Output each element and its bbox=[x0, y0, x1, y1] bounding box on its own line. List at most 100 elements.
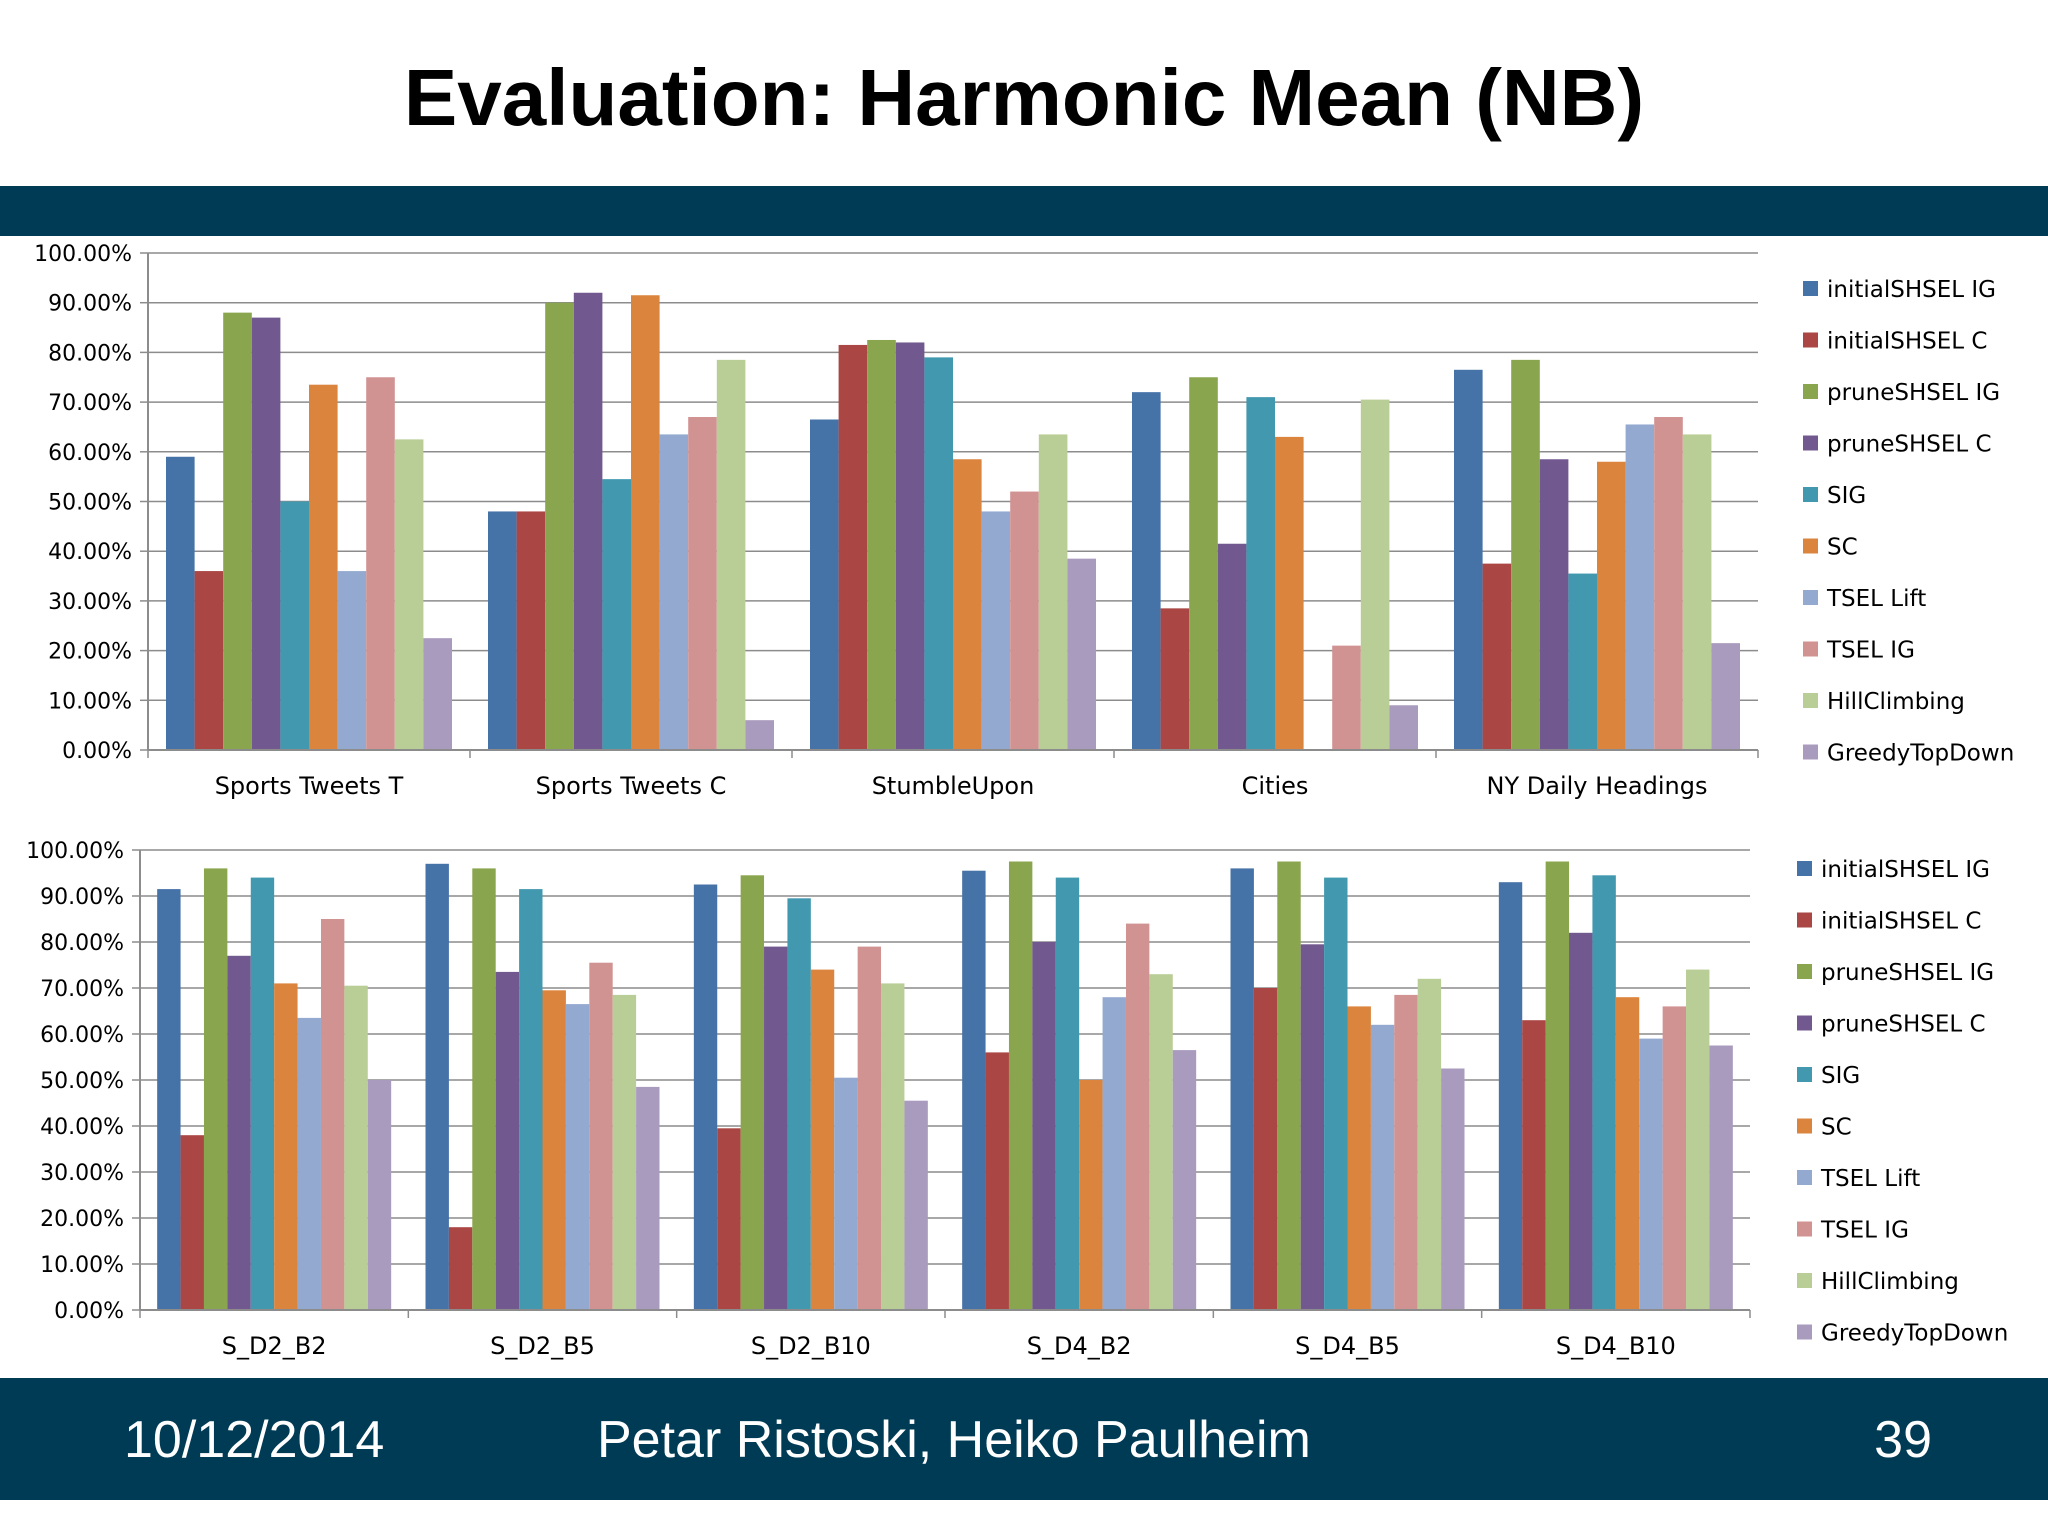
bar bbox=[1568, 573, 1597, 750]
bar bbox=[1682, 434, 1712, 750]
x-tick-label: S_D2_B2 bbox=[222, 1332, 327, 1360]
legend-swatch bbox=[1803, 641, 1818, 657]
bar bbox=[203, 868, 228, 1310]
bar bbox=[1277, 861, 1301, 1310]
y-tick-label: 80.00% bbox=[48, 341, 132, 366]
bar bbox=[1498, 882, 1523, 1310]
y-tick-label: 60.00% bbox=[48, 441, 132, 466]
bar bbox=[985, 1052, 1009, 1310]
legend-swatch bbox=[1803, 332, 1818, 348]
y-tick-label: 50.00% bbox=[40, 1069, 124, 1094]
legend-item: initialSHSEL IG bbox=[1797, 857, 1990, 883]
bar bbox=[274, 983, 298, 1310]
legend-label: TSEL Lift bbox=[1826, 586, 1926, 612]
bar bbox=[717, 1128, 741, 1310]
bar bbox=[631, 295, 660, 750]
bar bbox=[1360, 399, 1390, 750]
bar bbox=[495, 971, 520, 1310]
legend-swatch bbox=[1797, 1221, 1812, 1237]
bar bbox=[366, 377, 395, 750]
bar bbox=[166, 456, 195, 750]
legend-swatch bbox=[1803, 590, 1818, 605]
bar bbox=[337, 571, 367, 750]
bar bbox=[962, 870, 986, 1310]
legend-item: initialSHSEL IG bbox=[1803, 277, 1996, 303]
legend-label: pruneSHSEL C bbox=[1827, 432, 1992, 458]
y-tick-label: 90.00% bbox=[40, 885, 124, 910]
x-tick-label: S_D4_B2 bbox=[1027, 1332, 1132, 1360]
legend-item: initialSHSEL C bbox=[1797, 909, 1981, 935]
plot-area-2: 0.00% 10.00% 20.00% 30.00% 40.00% 50.00% 60.00… bbox=[26, 839, 1751, 1360]
bar bbox=[1709, 1045, 1733, 1310]
bar bbox=[227, 955, 251, 1310]
bar bbox=[1038, 434, 1068, 750]
bar bbox=[904, 1100, 928, 1310]
bar bbox=[1569, 932, 1593, 1310]
x-tick-label: Sports Tweets C bbox=[536, 772, 727, 800]
x-tick-label: S_D4_B5 bbox=[1295, 1332, 1400, 1360]
footer-page-number: 39 bbox=[1874, 1411, 1932, 1469]
bar bbox=[867, 339, 896, 750]
bar bbox=[1686, 969, 1710, 1310]
bar bbox=[953, 459, 982, 750]
bar bbox=[1217, 543, 1247, 750]
bar bbox=[180, 1135, 204, 1310]
bar bbox=[394, 439, 424, 750]
bar bbox=[1032, 942, 1056, 1310]
bar bbox=[573, 292, 603, 750]
legend-label: pruneSHSEL C bbox=[1821, 1012, 1986, 1038]
bar bbox=[309, 384, 338, 750]
bar bbox=[764, 946, 788, 1310]
bar bbox=[745, 720, 774, 750]
legend-label: SIG bbox=[1821, 1063, 1860, 1089]
legend-swatch bbox=[1797, 912, 1812, 928]
legend-item: SIG bbox=[1797, 1063, 1860, 1089]
bar bbox=[1275, 436, 1304, 750]
bar bbox=[589, 962, 613, 1310]
legend-label: TSEL Lift bbox=[1820, 1166, 1920, 1192]
y-tick-label: 30.00% bbox=[40, 1161, 124, 1186]
legend-label: initialSHSEL IG bbox=[1827, 277, 1996, 303]
bar bbox=[250, 877, 275, 1310]
bar bbox=[1230, 868, 1254, 1310]
legend-swatch bbox=[1797, 1170, 1812, 1185]
bar bbox=[423, 638, 452, 750]
bar bbox=[1615, 997, 1640, 1310]
bar bbox=[612, 994, 637, 1310]
y-tick-label: 60.00% bbox=[40, 1023, 124, 1048]
legend-item: initialSHSEL C bbox=[1803, 329, 1987, 355]
x-tick-label: S_D4_B10 bbox=[1556, 1332, 1676, 1360]
bar bbox=[693, 884, 718, 1310]
legend-label: GreedyTopDown bbox=[1821, 1321, 2008, 1347]
bar bbox=[448, 1227, 473, 1310]
legend-item: TSEL Lift bbox=[1797, 1166, 1920, 1192]
bar bbox=[1482, 563, 1512, 750]
bar bbox=[542, 990, 566, 1310]
legend-swatch bbox=[1803, 538, 1818, 554]
y-tick-label: 30.00% bbox=[48, 590, 132, 615]
legend-2: initialSHSEL IG initialSHSEL C pruneSHSEL … bbox=[1797, 857, 2008, 1347]
bar bbox=[1522, 1020, 1546, 1310]
bar bbox=[1055, 877, 1080, 1310]
bar bbox=[1253, 988, 1278, 1310]
legend-label: HillClimbing bbox=[1827, 689, 1965, 715]
legend-item: TSEL Lift bbox=[1803, 586, 1926, 612]
bar bbox=[810, 419, 839, 750]
y-tick-label: 100.00% bbox=[34, 242, 132, 267]
legend-item: GreedyTopDown bbox=[1797, 1321, 2008, 1347]
bar bbox=[1539, 459, 1569, 750]
bar bbox=[740, 875, 765, 1310]
legend-swatch bbox=[1797, 964, 1812, 979]
bar bbox=[1662, 1006, 1687, 1310]
bar bbox=[1189, 377, 1218, 750]
bar bbox=[1332, 645, 1361, 750]
legend-item: GreedyTopDown bbox=[1803, 741, 2014, 767]
legend-item: pruneSHSEL C bbox=[1803, 432, 1992, 458]
bar bbox=[1008, 861, 1033, 1310]
y-tick-label: 10.00% bbox=[40, 1253, 124, 1278]
legend-label: initialSHSEL IG bbox=[1821, 857, 1990, 883]
bar bbox=[1079, 1080, 1103, 1310]
bar bbox=[1102, 997, 1126, 1310]
legend-label: pruneSHSEL IG bbox=[1827, 380, 2000, 406]
y-tick-label: 70.00% bbox=[40, 977, 124, 1002]
